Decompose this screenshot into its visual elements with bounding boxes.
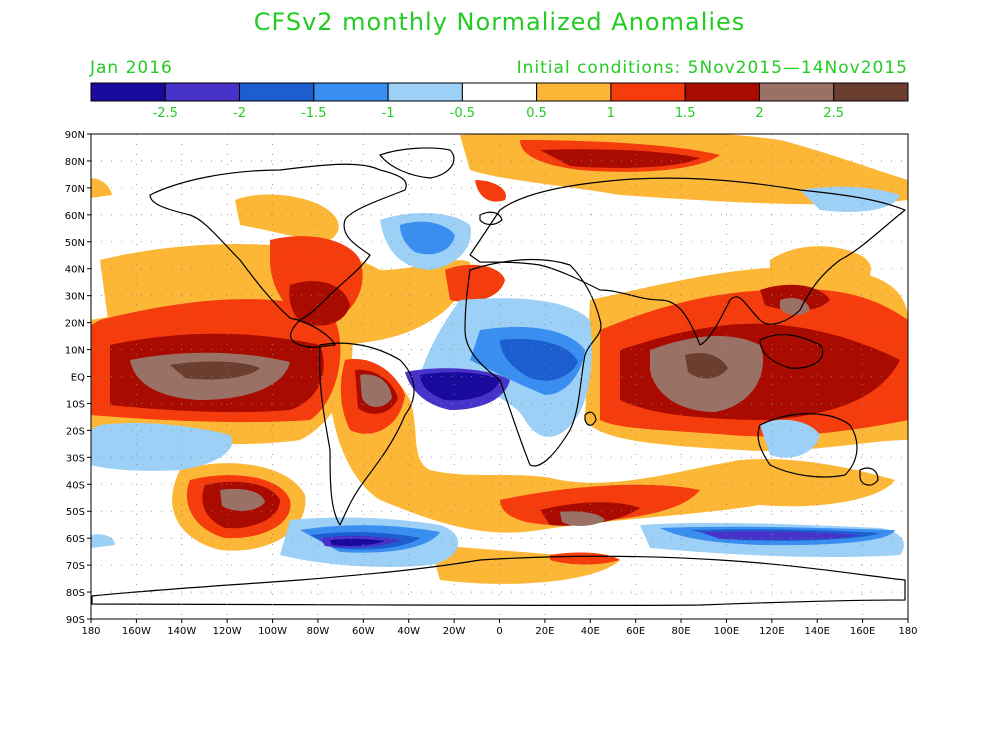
longitude-label: 0 (496, 626, 502, 637)
latitude-labels: 90N 80N 70N 60N 50N 40N 30N 20N 10N EQ 10S 20S 30S 40… (65, 130, 85, 626)
latitude-label: 80N (65, 157, 85, 168)
longitude-label: 180 (81, 626, 100, 637)
longitude-label: 100E (714, 626, 739, 637)
anomaly-level-cool5 (330, 372, 500, 546)
axis-ticks (87, 133, 909, 623)
colorbar-label: 1.5 (675, 106, 696, 121)
latitude-label: 70N (65, 184, 85, 195)
colorbar-swatch (164, 82, 241, 102)
latitude-label: 20N (65, 319, 85, 330)
colorbar-label: -2 (233, 106, 246, 121)
coast-south-america (319, 342, 415, 526)
colorbar-swatch (239, 82, 315, 102)
colorbar-swatch (684, 82, 760, 102)
longitude-label: 160E (850, 626, 875, 637)
latitude-label: 40N (65, 265, 85, 276)
latitude-label: EQ (71, 373, 85, 384)
longitude-label: 20E (535, 626, 554, 637)
coast-north-america (149, 163, 407, 348)
longitude-label: 160W (122, 626, 151, 637)
coast-maritime-continent (759, 334, 824, 369)
colorbar-swatch (90, 82, 166, 102)
coast-greenland (379, 147, 455, 179)
colorbar-swatch (536, 82, 612, 102)
coastlines (91, 147, 906, 607)
colorbar (90, 82, 909, 102)
latitude-label: 70S (66, 561, 85, 572)
colorbar-label: -2.5 (153, 106, 178, 121)
latitude-label: 90S (66, 615, 85, 626)
coast-africa (464, 258, 602, 467)
latitude-label: 60N (65, 211, 85, 222)
longitude-label: 120E (759, 626, 784, 637)
coast-antarctica (91, 555, 906, 607)
colorbar-label: 1 (607, 106, 615, 121)
colorbar-label: -1 (382, 106, 395, 121)
colorbar-label: -0.5 (450, 106, 475, 121)
longitude-label: 120W (213, 626, 242, 637)
colorbar-label: 2.5 (823, 106, 844, 121)
longitude-label: 140E (805, 626, 830, 637)
latitude-label: 30N (65, 292, 85, 303)
longitude-label: 60E (626, 626, 645, 637)
latitude-label: 50N (65, 238, 85, 249)
longitude-label: 40W (397, 626, 420, 637)
longitude-label: 60W (352, 626, 375, 637)
latitude-label: 30S (66, 453, 85, 464)
colorbar-swatch (833, 82, 909, 102)
latitude-label: 10S (66, 399, 85, 410)
colorbar-labels: -2.5 -2 -1.5 -1 -0.5 0.5 1 1.5 2 2.5 (153, 106, 844, 121)
latitude-label: 80S (66, 588, 85, 599)
colorbar-swatch (758, 82, 835, 102)
longitude-label: 140W (167, 626, 196, 637)
longitude-labels: 180 160W 140W 120W 100W 80W 60W 40W 20W 0 20E 40E 60… (81, 626, 917, 637)
latitude-label: 20S (66, 426, 85, 437)
longitude-label: 20W (443, 626, 466, 637)
initial-conditions-label: Initial conditions: 5Nov2015—14Nov2015 (516, 58, 908, 78)
coast-australia (757, 413, 858, 478)
anomaly-level-warm5 (170, 353, 728, 380)
longitude-label: 80W (307, 626, 330, 637)
latitude-label: 60S (66, 534, 85, 545)
coast-eurasia (469, 177, 906, 346)
longitude-label: 80E (672, 626, 691, 637)
valid-month-label: Jan 2016 (90, 58, 173, 78)
coast-british-isles (479, 211, 503, 226)
latitude-label: 90N (65, 130, 85, 141)
chart-title: CFSv2 monthly Normalized Anomalies (253, 8, 746, 36)
colorbar-swatch (461, 82, 538, 102)
latitude-label: 50S (66, 507, 85, 518)
longitude-label: 100W (258, 626, 287, 637)
coast-new-zealand (859, 467, 879, 486)
coast-madagascar (584, 411, 597, 426)
colorbar-label: -1.5 (301, 106, 326, 121)
colorbar-swatch (387, 82, 463, 102)
colorbar-label: 2 (755, 106, 763, 121)
latitude-label: 40S (66, 480, 85, 491)
colorbar-swatch (313, 82, 389, 102)
longitude-label: 180 (898, 626, 917, 637)
map-gridlines (91, 134, 908, 619)
colorbar-swatch (610, 82, 686, 102)
latitude-label: 10N (65, 346, 85, 357)
colorbar-label: 0.5 (526, 106, 547, 121)
longitude-label: 40E (581, 626, 600, 637)
